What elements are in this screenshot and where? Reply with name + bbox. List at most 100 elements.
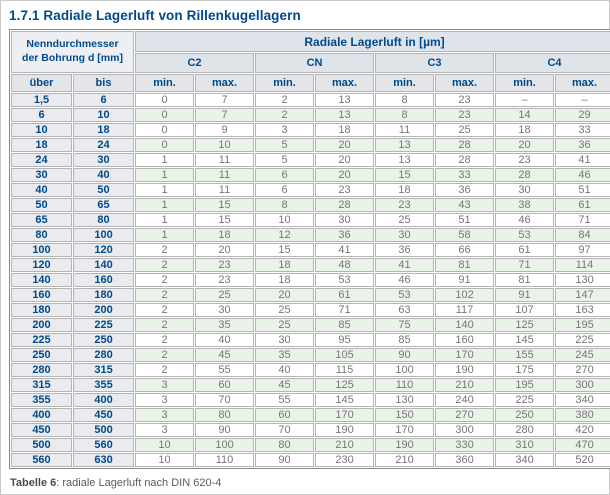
- cell-value: 3: [255, 123, 315, 137]
- cell-value: 55: [195, 363, 255, 377]
- cell-value: 71: [495, 258, 555, 272]
- cell-value: 28: [495, 168, 555, 182]
- cell-value: 10: [135, 453, 195, 467]
- cell-value: 7: [195, 108, 255, 122]
- sub-header-max-c3: max.: [435, 74, 495, 92]
- cell-ueber: 120: [11, 258, 72, 272]
- cell-bis: 280: [73, 348, 135, 362]
- table-row: 315 355 3 60 45 125 110 210 195 300: [11, 378, 610, 392]
- cell-ueber: 355: [11, 393, 72, 407]
- cell-value: 170: [315, 408, 375, 422]
- table-row: 100 120 2 20 15 41 36 66 61 97: [11, 243, 610, 257]
- cell-value: 60: [255, 408, 315, 422]
- cell-value: 18: [495, 123, 555, 137]
- cell-value: 25: [255, 318, 315, 332]
- table-row: 560 630 10 110 90 230 210 360 340 520: [11, 453, 610, 467]
- cell-value: 23: [435, 93, 495, 107]
- cell-value: 114: [555, 258, 610, 272]
- table-row: 10 18 0 9 3 18 11 25 18 33: [11, 123, 610, 137]
- table-row: 250 280 2 45 35 105 90 170 155 245: [11, 348, 610, 362]
- sub-header-max-c2: max.: [195, 74, 255, 92]
- cell-value: 6: [255, 183, 315, 197]
- cell-value: 90: [195, 423, 255, 437]
- cell-bis: 315: [73, 363, 135, 377]
- cell-value: 115: [315, 363, 375, 377]
- cell-value: 117: [435, 303, 495, 317]
- cell-value: 175: [495, 363, 555, 377]
- cell-value: 58: [435, 228, 495, 242]
- cell-value: 8: [375, 108, 435, 122]
- cell-value: 1: [135, 183, 195, 197]
- table-row: 30 40 1 11 6 20 15 33 28 46: [11, 168, 610, 182]
- cell-value: 2: [135, 363, 195, 377]
- cell-value: 520: [555, 453, 610, 467]
- cell-bis: 160: [73, 273, 135, 287]
- cell-value: 28: [315, 198, 375, 212]
- cell-value: 60: [195, 378, 255, 392]
- cell-value: 163: [555, 303, 610, 317]
- cell-bis: 180: [73, 288, 135, 302]
- cell-value: 61: [555, 198, 610, 212]
- cell-value: 1: [135, 198, 195, 212]
- cell-value: 3: [135, 423, 195, 437]
- cell-value: 150: [375, 408, 435, 422]
- cell-value: 9: [195, 123, 255, 137]
- table-row: 160 180 2 25 20 61 53 102 91 147: [11, 288, 610, 302]
- cell-value: 2: [135, 258, 195, 272]
- cell-value: 2: [255, 93, 315, 107]
- cell-value: 195: [495, 378, 555, 392]
- sub-header-max-c4: max.: [555, 74, 610, 92]
- cell-value: 30: [375, 228, 435, 242]
- cell-ueber: 1,5: [11, 93, 72, 107]
- cell-value: 310: [495, 438, 555, 452]
- cell-value: 81: [435, 258, 495, 272]
- cell-value: 13: [315, 93, 375, 107]
- cell-value: 105: [315, 348, 375, 362]
- cell-value: 195: [555, 318, 610, 332]
- cell-value: 8: [375, 93, 435, 107]
- cell-ueber: 225: [11, 333, 72, 347]
- cell-value: 41: [555, 153, 610, 167]
- sub-header-min-c3: min.: [375, 74, 435, 92]
- cell-value: 46: [495, 213, 555, 227]
- cell-value: 30: [495, 183, 555, 197]
- table-row: 80 100 1 18 12 36 30 58 53 84: [11, 228, 610, 242]
- cell-ueber: 24: [11, 153, 72, 167]
- cell-bis: 24: [73, 138, 135, 152]
- cell-value: 75: [375, 318, 435, 332]
- cell-bis: 450: [73, 408, 135, 422]
- cell-value: 15: [195, 213, 255, 227]
- cell-value: 230: [315, 453, 375, 467]
- cell-value: 48: [315, 258, 375, 272]
- cell-value: 8: [255, 198, 315, 212]
- cell-ueber: 450: [11, 423, 72, 437]
- cell-value: 61: [315, 288, 375, 302]
- cell-bis: 630: [73, 453, 135, 467]
- cell-value: 46: [375, 273, 435, 287]
- cell-value: 20: [255, 288, 315, 302]
- cell-ueber: 160: [11, 288, 72, 302]
- cell-value: 25: [375, 213, 435, 227]
- cell-bis: 18: [73, 123, 135, 137]
- cell-value: 12: [255, 228, 315, 242]
- cell-value: 14: [495, 108, 555, 122]
- col-group-header: Radiale Lagerluft in [µm]: [135, 31, 610, 52]
- cell-value: 1: [135, 153, 195, 167]
- class-header-c3: C3: [375, 53, 495, 73]
- cell-value: 41: [315, 243, 375, 257]
- sub-header-min-cn: min.: [255, 74, 315, 92]
- cell-bis: 10: [73, 108, 135, 122]
- cell-value: 15: [255, 243, 315, 257]
- cell-value: 5: [255, 153, 315, 167]
- cell-ueber: 315: [11, 378, 72, 392]
- page-title: 1.7.1 Radiale Lagerluft von Rillenkugell…: [9, 8, 301, 23]
- cell-value: 470: [555, 438, 610, 452]
- cell-value: 130: [555, 273, 610, 287]
- cell-value: 61: [495, 243, 555, 257]
- cell-value: 33: [555, 123, 610, 137]
- cell-value: 51: [555, 183, 610, 197]
- table-row: 225 250 2 40 30 95 85 160 145 225: [11, 333, 610, 347]
- cell-value: 46: [555, 168, 610, 182]
- cell-value: 140: [435, 318, 495, 332]
- cell-value: 2: [135, 243, 195, 257]
